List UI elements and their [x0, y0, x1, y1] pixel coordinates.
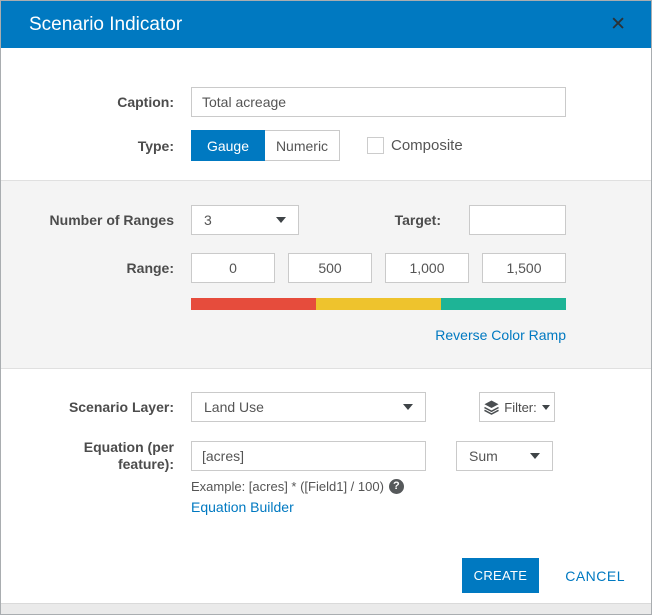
type-gauge-button[interactable]: Gauge	[191, 130, 265, 161]
dialog-title: Scenario Indicator	[29, 13, 183, 35]
chevron-down-icon	[403, 404, 413, 410]
scenario-layer-dropdown[interactable]: Land Use	[191, 392, 426, 422]
aggregation-value: Sum	[469, 447, 498, 464]
ramp-segment-red	[191, 298, 316, 310]
target-label: Target:	[394, 212, 441, 228]
target-input[interactable]	[469, 205, 566, 235]
scenario-layer-row: Scenario Layer: Land Use Filter:	[1, 392, 651, 422]
dialog-header: Scenario Indicator ✕	[1, 1, 651, 48]
create-button[interactable]: CREATE	[461, 558, 540, 593]
range-input-4[interactable]	[482, 253, 566, 283]
scenario-layer-value: Land Use	[204, 399, 264, 415]
filter-dropdown[interactable]: Filter:	[479, 392, 555, 422]
caption-input[interactable]	[191, 87, 566, 117]
layers-icon	[484, 399, 500, 415]
bottom-strip	[1, 603, 651, 614]
help-icon[interactable]: ?	[388, 478, 404, 494]
equation-builder-row: Equation Builder	[1, 499, 651, 515]
equation-example-row: Example: [acres] * ([Field1] / 100) ?	[1, 478, 651, 494]
chevron-down-icon	[276, 217, 286, 223]
number-of-ranges-dropdown[interactable]: 3	[191, 205, 299, 235]
type-toggle: Gauge Numeric	[191, 130, 340, 161]
range-input-1[interactable]	[191, 253, 275, 283]
range-input-3[interactable]	[385, 253, 469, 283]
range-row: Range:	[1, 253, 651, 283]
color-ramp	[191, 298, 566, 310]
filter-label: Filter:	[504, 399, 537, 415]
range-input-2[interactable]	[288, 253, 372, 283]
range-label: Range:	[126, 260, 174, 276]
chevron-down-icon	[541, 404, 550, 410]
cancel-button[interactable]: CANCEL	[565, 567, 625, 584]
caption-row: Caption:	[1, 87, 651, 117]
aggregation-dropdown[interactable]: Sum	[456, 440, 553, 471]
reverse-ramp-row: Reverse Color Ramp	[1, 327, 651, 343]
equation-label: Equation (per feature):	[83, 439, 174, 472]
ramp-segment-green	[441, 298, 566, 310]
dialog-footer: CREATE CANCEL	[461, 558, 625, 593]
type-row: Type: Gauge Numeric Composite	[1, 130, 651, 161]
equation-example-text: Example: [acres] * ([Field1] / 100)	[191, 478, 384, 494]
caption-label: Caption:	[117, 94, 174, 110]
composite-checkbox[interactable]	[367, 137, 384, 154]
equation-input[interactable]	[191, 440, 426, 471]
number-of-ranges-label: Number of Ranges	[49, 212, 174, 228]
scenario-layer-label: Scenario Layer:	[68, 399, 174, 415]
composite-label: Composite	[391, 137, 463, 154]
ranges-section: Number of Ranges 3 Target: Range:	[1, 180, 651, 369]
equation-builder-link[interactable]: Equation Builder	[191, 498, 294, 515]
chevron-down-icon	[530, 452, 540, 459]
type-label: Type:	[137, 137, 174, 154]
ramp-segment-yellow	[316, 298, 441, 310]
reverse-color-ramp-link[interactable]: Reverse Color Ramp	[435, 327, 566, 343]
number-of-ranges-row: Number of Ranges 3 Target:	[1, 205, 651, 235]
equation-row: Equation (per feature): Sum	[1, 439, 651, 473]
close-icon[interactable]: ✕	[610, 14, 626, 35]
color-ramp-row	[1, 298, 651, 310]
number-of-ranges-value: 3	[204, 212, 212, 228]
type-numeric-button[interactable]: Numeric	[265, 130, 340, 161]
